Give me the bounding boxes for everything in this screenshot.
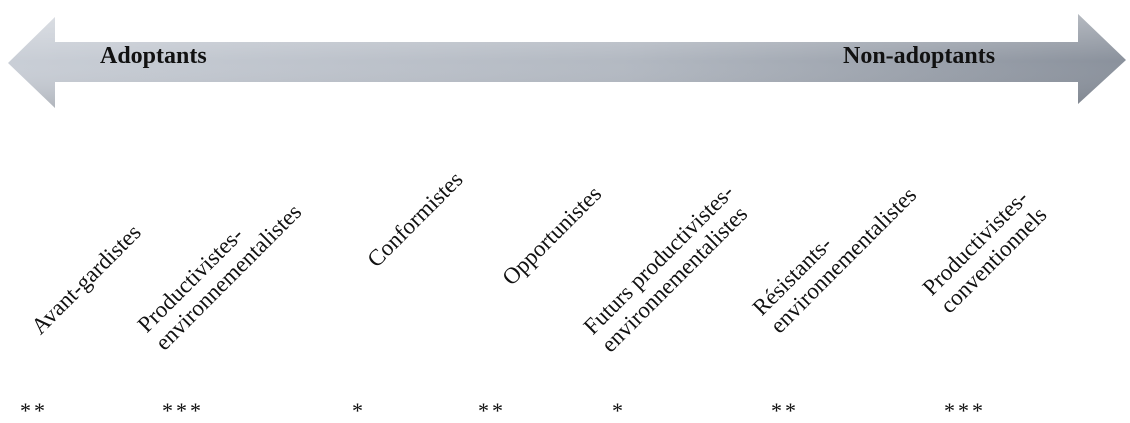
arrow-body-shade [8, 14, 1126, 108]
group-label-line: Productivistes- [132, 222, 248, 338]
stars-resistants-environnementalistes: ** [771, 398, 799, 423]
group-label: Productivistes- environnementalistes [133, 181, 307, 355]
adoptants-label: Adoptants [100, 43, 207, 69]
stars-opportunistes: ** [478, 398, 506, 423]
group-label: Conformistes [362, 167, 467, 272]
stars-productivistes-environnementalistes: *** [162, 398, 204, 423]
group-label-line: Résistants- [747, 231, 837, 321]
non-adoptants-label: Non-adoptants [843, 43, 996, 69]
double-arrow-shape [8, 14, 1126, 108]
stars-productivistes-conventionnels: *** [944, 398, 986, 423]
group-label-line: environnementalistes [596, 201, 753, 357]
group-label-line: Opportunistes [497, 181, 607, 290]
adoption-arrow: Adoptants Non-adoptants [0, 0, 1130, 130]
group-label: Résistants- environnementalistes [748, 164, 922, 338]
group-label-line: Avant-gardistes [26, 219, 146, 339]
group-label: Opportunistes [497, 181, 606, 290]
stars-futurs-productivistes-environnementalistes: * [612, 398, 626, 423]
stars-avant-gardistes: ** [20, 398, 48, 423]
group-label: Avant-gardistes [26, 220, 145, 339]
group-label: Productivistes- conventionnels [918, 184, 1052, 318]
group-label-line: Futurs productivistes- [578, 179, 739, 340]
group-label-line: Conformistes [362, 166, 468, 272]
stars-conformistes: * [352, 398, 366, 423]
group-label: Futurs productivistes- environnementalis… [579, 179, 757, 357]
